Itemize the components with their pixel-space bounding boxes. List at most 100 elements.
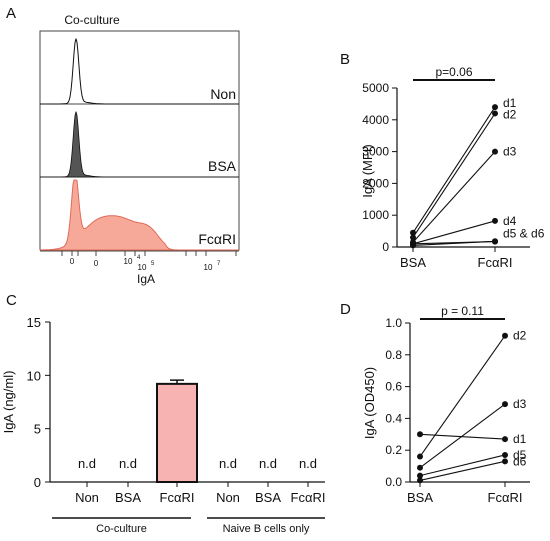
point-fcari (502, 332, 508, 339)
donor-label: d5 & d6 (503, 226, 545, 240)
donor-label: d2 (503, 107, 517, 121)
panel-letter-a: A (6, 5, 16, 22)
donor-label: d3 (503, 145, 517, 159)
panel-c-plot: 0 5 10 15 Non n.d BSA n.d FcαRI Non n.d BSA n.d FcαRI… (27, 315, 326, 535)
pair-line (419, 454, 506, 477)
pair-line (419, 460, 506, 481)
x-tick-label: Non (216, 490, 240, 505)
y-tick-label: 0 (34, 475, 41, 490)
pair-line (419, 433, 506, 440)
x-tick-label: BSA (255, 490, 281, 505)
panel-d-y-label: IgA (OD450) (362, 367, 377, 439)
point-fcari (492, 104, 498, 111)
histogram-x-axis (40, 250, 239, 256)
donor-label: d4 (503, 214, 517, 228)
point-bsa (417, 464, 423, 471)
x-tick-label: Non (75, 490, 99, 505)
donor-label: d5 (513, 448, 527, 462)
donor-label: d2 (513, 329, 527, 343)
point-bsa (410, 240, 416, 247)
value-label: n.d (78, 456, 96, 471)
y-tick-label: 2000 (362, 176, 389, 190)
x-tick-label: FcαRI (160, 490, 195, 505)
pair-line (412, 151, 496, 243)
point-fcari (492, 217, 498, 224)
pair-line (412, 106, 496, 233)
svg-text:10: 10 (124, 257, 133, 266)
y-tick-label: 4000 (362, 113, 389, 127)
donor-label: d6 (513, 454, 527, 468)
y-tick-label: 0.6 (385, 380, 402, 394)
pair-line (419, 335, 506, 457)
x-tick-label-1e5: 10 5 (138, 261, 155, 272)
point-fcari (502, 401, 508, 408)
bar (156, 382, 198, 483)
value-label: n.d (119, 456, 137, 471)
x-tick-label-fcari: FcαRI (488, 490, 523, 505)
point-fcari (502, 436, 508, 443)
pair-line (419, 403, 506, 469)
svg-text:10: 10 (138, 263, 147, 272)
y-tick-label: 10 (27, 368, 41, 383)
panel-letter-c: C (6, 292, 17, 309)
x-tick-label-bsa: BSA (400, 255, 426, 270)
point-fcari (492, 238, 498, 245)
point-fcari (492, 110, 498, 117)
y-tick-label: 0 (382, 240, 389, 254)
point-bsa (417, 472, 423, 479)
panel-d-plot: 0.0 0.2 0.4 0.6 0.8 1.0 BSA FcαRI p = 0.11 d2 d3 d1… (385, 304, 530, 505)
y-tick-label: 3000 (362, 145, 389, 159)
x-tick-label-0a: 0 (70, 257, 75, 266)
y-tick-label: 0.0 (385, 475, 402, 489)
panel-letter-b: B (340, 51, 350, 68)
y-tick-label: 1000 (362, 208, 389, 222)
point-bsa (410, 229, 416, 236)
point-fcari (502, 458, 508, 465)
x-tick-label-1e7: 10 7 (204, 261, 221, 272)
pair-line (412, 113, 496, 238)
histogram-bsa (40, 111, 239, 178)
x-tick-label-bsa: BSA (407, 490, 433, 505)
y-tick-label: 0.2 (385, 443, 402, 457)
track-label-non: Non (210, 86, 236, 102)
donor-label: d3 (513, 397, 527, 411)
y-tick-label: 5 (34, 422, 41, 437)
svg-text:10: 10 (204, 263, 213, 272)
panel-a-title: Co-culture (64, 13, 120, 27)
x-tick-label: BSA (115, 490, 141, 505)
svg-text:5: 5 (151, 261, 155, 267)
svg-text:7: 7 (217, 261, 221, 267)
significance-label: p = 0.11 (441, 304, 484, 318)
pair-line (412, 241, 496, 245)
x-tick-label-1e4: 10 4 (124, 255, 141, 266)
pair-line (412, 220, 496, 245)
y-tick-label: 0.8 (385, 348, 402, 362)
y-tick-label: 15 (27, 315, 41, 330)
y-tick-label: 5000 (362, 81, 389, 95)
point-fcari (492, 148, 498, 155)
point-bsa (410, 234, 416, 241)
point-fcari (502, 451, 508, 458)
value-label: n.d (259, 456, 277, 471)
histogram-non (40, 38, 239, 105)
panel-letter-d: D (340, 301, 351, 318)
value-label: n.d (299, 456, 317, 471)
point-bsa (417, 431, 423, 438)
group-label: Co-culture (96, 523, 147, 535)
y-tick-label: 1.0 (385, 316, 402, 330)
x-tick-label-0b: 0 (94, 259, 99, 268)
point-bsa (417, 477, 423, 484)
y-tick-label: 0.4 (385, 411, 402, 425)
histogram-x-label: IgA (137, 272, 155, 286)
point-bsa (417, 453, 423, 460)
panel-b-y-label: IgA (MFI) (360, 144, 375, 197)
histogram-fcari (39, 179, 239, 251)
group-label: Naive B cells only (223, 523, 310, 535)
donor-label: d1 (513, 432, 527, 446)
donor-label: d1 (503, 96, 517, 110)
track-label-fcari: FcαRI (198, 231, 236, 247)
x-tick-label: FcαRI (291, 490, 326, 505)
x-tick-label-fcari: FcαRI (478, 255, 513, 270)
